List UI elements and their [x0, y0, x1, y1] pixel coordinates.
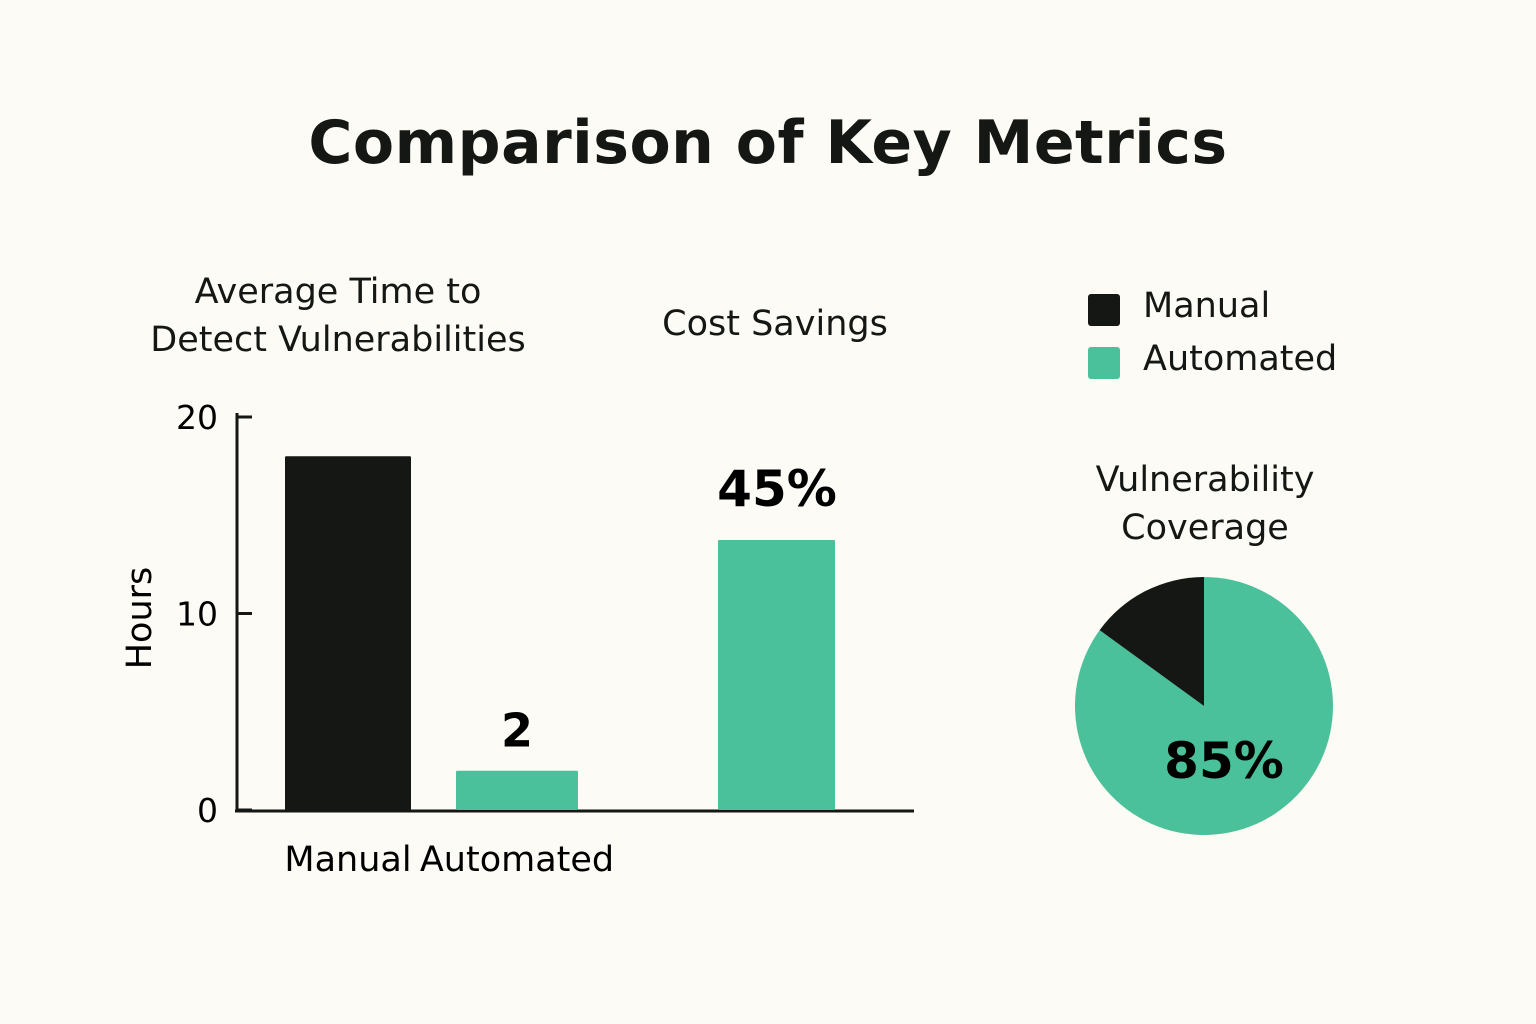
time-bars — [285, 456, 578, 810]
bar-automated — [456, 770, 578, 810]
bar-manual — [285, 456, 411, 810]
legend-swatch-automated — [1088, 347, 1120, 379]
y-axis-label: Hours — [120, 567, 160, 670]
pie-label-automated: 85% — [1164, 732, 1284, 790]
time-chart: Hours 0 10 20 Manual Automated 2 — [120, 398, 914, 880]
pie-slice-automated — [1075, 576, 1334, 835]
coverage-chart-title-line-2: Coverage — [1121, 508, 1289, 548]
cost-savings-data-label: 45% — [717, 460, 837, 518]
y-tick-label: 20 — [176, 398, 218, 437]
pie-slices — [1075, 576, 1334, 835]
cost-chart-title: Cost Savings — [662, 304, 888, 344]
coverage-chart-title-line-1: Vulnerability — [1095, 460, 1315, 500]
chart-title: Comparison of Key Metrics — [308, 108, 1228, 178]
pie-slice-manual — [1099, 577, 1204, 706]
y-tick-label: 0 — [197, 791, 218, 830]
time-data-labels: 2 — [501, 704, 533, 758]
cost-bars — [718, 540, 835, 810]
y-tick-label: 10 — [176, 595, 218, 634]
legend-label-automated: Automated — [1143, 339, 1338, 379]
pie-labels: 85% — [1164, 732, 1284, 790]
x-tick-label-automated: Automated — [420, 840, 614, 880]
time-chart-title-line-2: Detect Vulnerabilities — [150, 320, 526, 360]
coverage-pie: 85% — [1075, 576, 1334, 835]
x-tick-label-manual: Manual — [284, 840, 411, 880]
coverage-chart-title: Vulnerability Coverage — [1060, 456, 1350, 552]
legend-label-manual: Manual — [1143, 286, 1271, 326]
data-label-automated: 2 — [501, 704, 533, 758]
cost-savings-bar — [718, 540, 835, 810]
y-ticks: 0 10 20 — [176, 398, 252, 830]
time-chart-title-line-1: Average Time to — [194, 272, 482, 312]
cost-data-labels: 45% — [717, 460, 837, 518]
x-tick-labels: Manual Automated — [284, 840, 614, 880]
legend-swatch-manual — [1088, 294, 1120, 326]
cost-chart: 45% — [717, 460, 837, 810]
time-chart-title: Average Time to Detect Vulnerabilities — [118, 268, 558, 364]
